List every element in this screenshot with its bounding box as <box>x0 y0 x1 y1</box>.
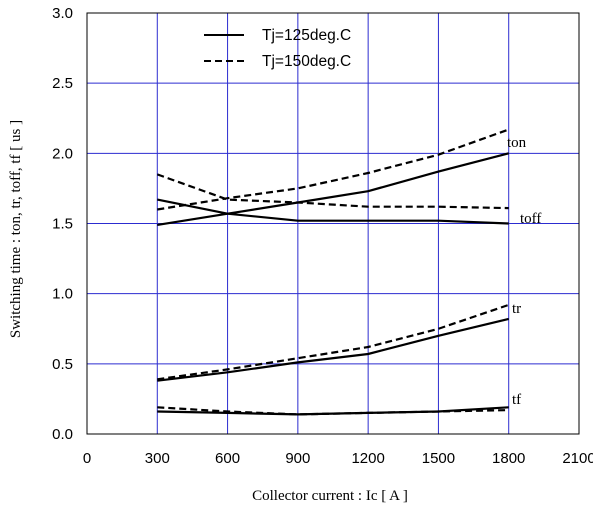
x-tick-label: 1200 <box>351 450 384 467</box>
x-tick-label: 900 <box>285 450 310 467</box>
x-tick-label: 600 <box>215 450 240 467</box>
series-line-toff-125c <box>157 198 509 225</box>
series-line-tr-125c <box>157 317 509 382</box>
legend: Tj=125deg.C Tj=150deg.C <box>204 27 351 70</box>
legend-label: Tj=125deg.C <box>262 27 351 44</box>
tick-labels: 0 300 600 900 1200 1500 1800 2100 0.0 0.5 1.0 1.5 2.… <box>52 5 593 467</box>
series-line-tr-150c <box>157 303 510 381</box>
series-line-toff-150c <box>156 173 509 210</box>
x-tick-label: 300 <box>145 450 170 467</box>
series-line-tf-150c <box>157 406 509 416</box>
x-axis-title: Collector current : Ic [ A ] <box>252 488 408 504</box>
x-tick-label: 0 <box>83 450 91 467</box>
y-tick-label: 0.5 <box>52 356 73 373</box>
grid <box>87 13 579 434</box>
series-line-ton-150c <box>157 128 510 211</box>
curve-label-tf: tf <box>512 392 521 408</box>
x-tick-label: 2100 <box>562 450 593 467</box>
plot-frame <box>86 12 580 435</box>
series-line-ton-125c <box>157 152 509 226</box>
curve-labels: ton toff tr tf <box>507 135 541 408</box>
y-tick-label: 0.0 <box>52 426 73 443</box>
y-tick-label: 2.0 <box>52 145 73 162</box>
x-tick-label: 1500 <box>422 450 455 467</box>
y-tick-label: 3.0 <box>52 5 73 22</box>
data-series <box>156 128 510 416</box>
curve-label-toff: toff <box>520 211 541 227</box>
y-tick-label: 1.5 <box>52 216 73 233</box>
legend-label: Tj=150deg.C <box>262 53 351 70</box>
y-tick-label: 2.5 <box>52 75 73 92</box>
series-line-tf-125c <box>157 406 509 416</box>
y-tick-label: 1.0 <box>52 286 73 303</box>
x-tick-label: 1800 <box>492 450 525 467</box>
curve-label-tr: tr <box>512 301 521 317</box>
y-axis-title: Switching time : ton, tr, toff, tf [ us … <box>8 120 24 338</box>
curve-label-ton: ton <box>507 135 527 151</box>
